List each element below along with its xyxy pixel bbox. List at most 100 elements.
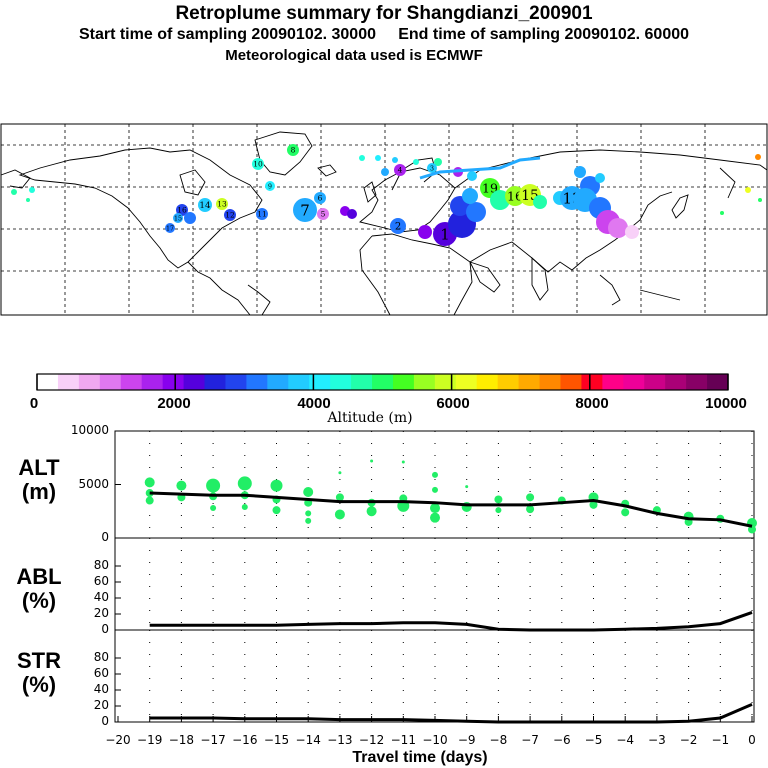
chart-title: Retroplume summary for Shangdianzi_20090… [175, 3, 593, 24]
colorbar-swatch [37, 374, 59, 390]
plume-cluster-33 [466, 202, 486, 222]
alt-particle [270, 479, 283, 492]
plume-cluster-2 [26, 198, 30, 202]
plume-day-label: 6 [318, 194, 323, 203]
y-tick-label: 0 [101, 530, 109, 544]
plume-day-label: 14 [199, 201, 211, 211]
plume-day-label: 17 [166, 225, 174, 232]
colorbar-swatch [623, 374, 645, 390]
colorbar-swatch [330, 374, 352, 390]
plume-cluster-13 [287, 144, 299, 156]
colorbar-swatch [267, 374, 289, 390]
plume-cluster-29 [418, 225, 432, 239]
plume-day-label: 3 [430, 165, 434, 172]
x-tick-label: −13 [327, 733, 353, 747]
x-axis-label: Travel time (days) [352, 749, 488, 766]
alt-particle [145, 496, 154, 505]
y-tick-label: 60 [93, 666, 109, 680]
plume-cluster-9 [224, 209, 236, 221]
x-tick-label: −20 [105, 733, 131, 747]
alt-particle [432, 486, 438, 493]
x-tick-label: −5 [584, 733, 603, 747]
alt-particle [335, 493, 344, 502]
plume-cluster-50 [467, 171, 477, 181]
series-line-abl [149, 610, 753, 632]
plume-cluster-19 [359, 155, 365, 161]
y-tick-label: 80 [93, 650, 109, 664]
colorbar-label: Altitude (m) [327, 410, 413, 426]
x-tick-label: −3 [648, 733, 666, 747]
alt-particle [305, 510, 312, 517]
alt-particle [589, 500, 598, 509]
plume-day-label: 15 [174, 215, 182, 222]
alt-particle [494, 495, 503, 504]
x-tick-label: −8 [489, 733, 508, 747]
plume-cluster-23 [394, 164, 406, 176]
x-tick-label: −11 [390, 733, 416, 747]
alt-particle [303, 486, 314, 497]
map-graticule [1, 124, 767, 315]
plume-cluster-39 [533, 195, 547, 209]
plume-day-label: 11 [257, 210, 267, 219]
colorbar-swatch [560, 374, 582, 390]
plume-cluster-16 [317, 208, 329, 220]
y-tick-label: 80 [93, 558, 109, 572]
str-panel-label: STR (%) [17, 648, 61, 697]
colorbar-tick-2000: 2000 [157, 395, 191, 412]
colorbar-swatch [120, 374, 143, 390]
alt-particle [206, 478, 221, 493]
alt-particle [526, 493, 535, 502]
plume-day-label: 16 [177, 206, 187, 215]
colorbar-tick-6000: 6000 [436, 395, 470, 412]
plume-cluster-east [720, 211, 724, 215]
plume-cluster-7 [198, 198, 212, 212]
alt-particle [621, 508, 630, 517]
plume-cluster-15 [314, 192, 326, 204]
plume-cluster-21 [392, 157, 398, 163]
x-tick-label: −10 [422, 733, 448, 747]
plume-cluster-48 [574, 166, 586, 178]
plume-cluster-0 [11, 189, 17, 195]
colorbar-swatch [665, 374, 687, 390]
plume-cluster-3 [165, 223, 175, 233]
panel-frame-abl [114, 537, 755, 631]
alt-particle [210, 505, 217, 512]
series-line-alt [149, 491, 753, 528]
y-tick-label: 5000 [78, 476, 109, 491]
plume-cluster-36 [490, 190, 510, 210]
colorbar-swatch [309, 374, 331, 390]
plume-day-label: 1 [440, 225, 450, 243]
plume-cluster-4 [176, 204, 188, 216]
plume-day-label: 4 [398, 166, 403, 175]
colorbar-swatch [246, 374, 268, 390]
plume-cluster-12 [265, 181, 275, 191]
series-line-str [149, 703, 753, 724]
time-series-panels [114, 430, 757, 724]
colorbar-swatch [476, 374, 499, 390]
alt-particle [465, 485, 469, 489]
alt-particle [430, 503, 440, 514]
plume-cluster-10 [256, 208, 268, 220]
sampling-times: Start time of sampling 20090102. 30000 E… [78, 26, 690, 43]
plume-cluster-11 [252, 158, 264, 170]
y-tick-label: 20 [93, 606, 109, 620]
plume-cluster-14 [293, 198, 317, 222]
plume-day-label: 10 [253, 160, 263, 169]
y-tick-label: 0 [101, 714, 109, 728]
plume-cluster-22 [381, 168, 389, 176]
colorbar-swatch [518, 374, 541, 390]
met-data-note: Meteorological data used is ECMWF [225, 47, 483, 64]
plume-day-label: 12 [225, 211, 235, 220]
colorbar-tick-8000: 8000 [575, 395, 609, 412]
colorbar-swatch [372, 374, 394, 390]
plume-day-label: 19 [482, 181, 498, 196]
colorbar-swatch [204, 374, 226, 390]
plume-cluster-26 [427, 163, 437, 173]
x-tick-label: −7 [521, 733, 539, 747]
x-tick-label: −15 [263, 733, 290, 747]
alt-particle [237, 476, 252, 491]
colorbar-swatch [707, 374, 729, 390]
plume-cluster-east [755, 154, 761, 160]
